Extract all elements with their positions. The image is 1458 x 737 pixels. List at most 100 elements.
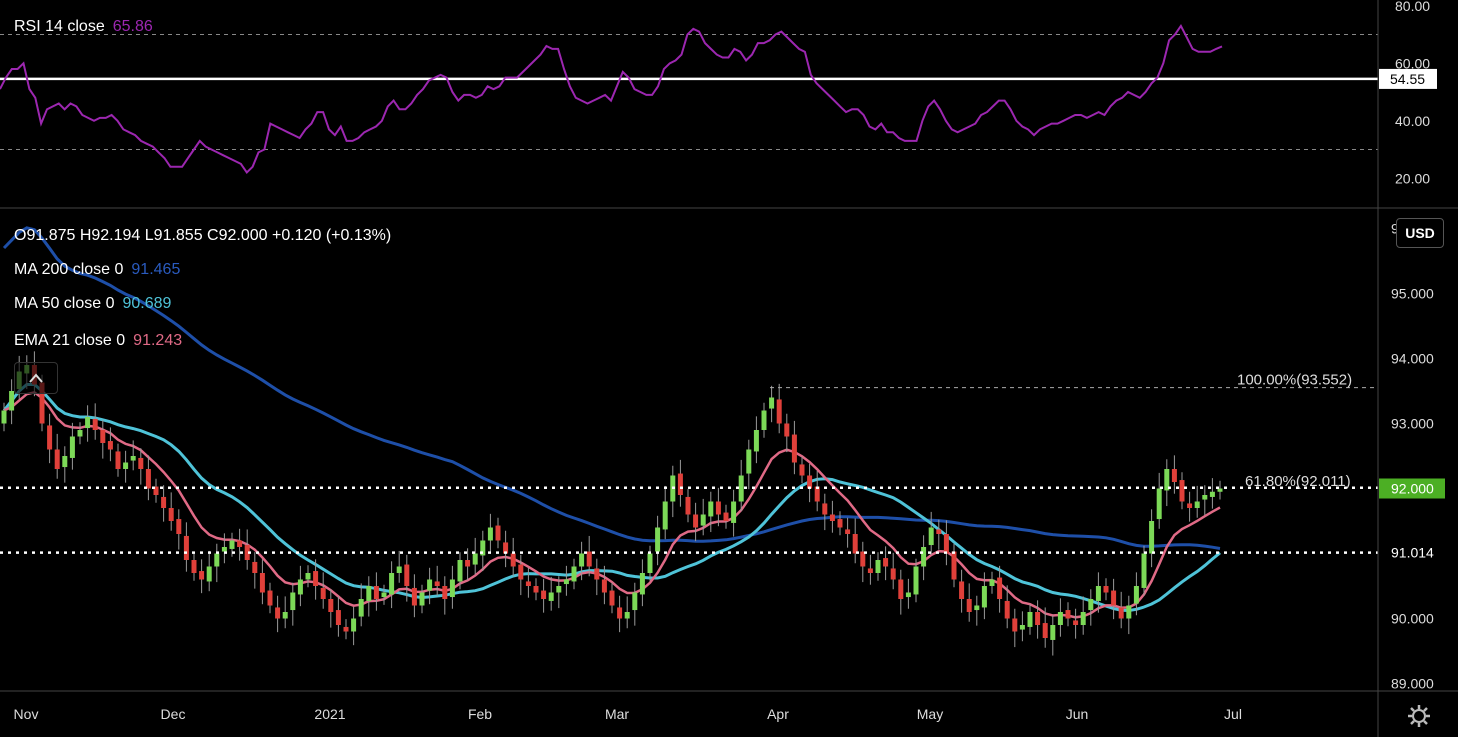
- candle-up: [700, 514, 706, 526]
- rsi-pane: [0, 23, 1458, 209]
- candle-down: [723, 512, 729, 521]
- ma200-legend[interactable]: MA 200 close 0 91.465: [14, 261, 180, 279]
- candle-up: [297, 579, 303, 595]
- ma200-legend-label: MA 200 close 0: [14, 261, 124, 278]
- price-tick-label: 94.000: [1391, 351, 1434, 367]
- candle-down: [518, 564, 524, 580]
- candle-down: [442, 586, 448, 599]
- candle-up: [1057, 612, 1063, 625]
- ma200-line: [2, 226, 1221, 550]
- candle-up: [655, 527, 661, 552]
- last-price-label: 92.000: [1391, 481, 1434, 497]
- candle-down: [183, 535, 189, 560]
- candle-down: [191, 560, 197, 573]
- ema21-legend-value: 91.243: [133, 332, 183, 349]
- candle-down: [1179, 480, 1185, 502]
- price-axis[interactable]: 80.00 60.00 40.00 20.00 54.55 89.000 90.000 91.…: [1377, 0, 1445, 737]
- candle-down: [244, 545, 250, 560]
- candle-down: [161, 496, 167, 508]
- candle-up: [921, 547, 927, 567]
- candle-up: [1141, 553, 1147, 588]
- candle-up: [290, 592, 296, 611]
- ma200-legend-value: 91.465: [131, 261, 181, 278]
- candle-up: [928, 527, 934, 546]
- ema21-line: [3, 390, 1221, 619]
- candle-down: [601, 579, 607, 593]
- candle-down: [252, 561, 258, 573]
- candle-down: [807, 475, 813, 489]
- ma50-legend-label: MA 50 close 0: [14, 295, 115, 312]
- candle-down: [586, 551, 592, 567]
- candle-up: [974, 605, 980, 611]
- candle-up: [548, 592, 554, 601]
- candle-down: [1012, 618, 1018, 632]
- candle-up: [389, 573, 395, 595]
- candle-up: [1164, 469, 1170, 491]
- rsi-level-badge: [1379, 68, 1437, 89]
- candle-up: [579, 553, 585, 567]
- candle-up: [381, 592, 387, 598]
- candle-down: [1073, 620, 1079, 625]
- ema21-legend[interactable]: EMA 21 close 0 91.243: [14, 332, 182, 350]
- time-tick-label: Mar: [605, 706, 629, 722]
- price-tick-label: 95.000: [1391, 286, 1434, 302]
- candle-up: [358, 599, 364, 617]
- candle-down: [259, 573, 265, 593]
- candle-down: [525, 581, 531, 586]
- candle-down: [168, 508, 174, 521]
- candle-up: [1019, 625, 1025, 630]
- candle-up: [563, 579, 569, 585]
- candle-up: [1050, 625, 1056, 640]
- candle-down: [685, 496, 691, 515]
- candle-up: [913, 566, 919, 595]
- candle-down: [1004, 600, 1010, 619]
- candle-up: [123, 462, 129, 469]
- rsi-tick-label: 40.00: [1395, 113, 1430, 129]
- candle-down: [343, 626, 349, 632]
- candle-down: [313, 571, 319, 586]
- candle-up: [366, 586, 372, 601]
- candle-down: [47, 425, 53, 450]
- candle-down: [617, 607, 623, 619]
- candle-down: [609, 590, 615, 606]
- candle-up: [1126, 605, 1132, 619]
- time-axis[interactable]: Nov Dec 2021 Feb Mar Apr May Jun Jul: [0, 690, 1458, 722]
- candle-down: [715, 501, 721, 515]
- candle-down: [335, 610, 341, 625]
- candle-up: [1095, 586, 1101, 601]
- candle-down: [791, 434, 797, 463]
- ohlc-legend: O91.875 H92.194 L91.855 C92.000 +0.120 (…: [14, 227, 391, 245]
- candle-up: [427, 579, 433, 591]
- time-tick-label: Nov: [14, 706, 39, 722]
- candle-up: [989, 579, 995, 586]
- rsi-tick-label: 80.00: [1395, 0, 1430, 14]
- candle-down: [199, 571, 205, 580]
- candle-up: [624, 612, 630, 619]
- currency-badge[interactable]: USD: [1396, 218, 1444, 248]
- candle-down: [860, 551, 866, 567]
- time-tick-label: Feb: [468, 706, 492, 722]
- candle-down: [404, 564, 410, 586]
- candle-up: [1209, 491, 1215, 497]
- time-tick-label: Dec: [161, 706, 186, 722]
- ma50-legend[interactable]: MA 50 close 0 90.689: [14, 295, 171, 313]
- candle-down: [799, 464, 805, 476]
- candle-up: [1088, 599, 1094, 611]
- candle-down: [100, 430, 106, 443]
- candle-up: [981, 586, 987, 608]
- collapse-legend-button[interactable]: [14, 362, 58, 394]
- candle-up: [396, 566, 402, 573]
- candle-down: [267, 590, 273, 606]
- candle-down: [966, 599, 972, 612]
- ma50-legend-value: 90.689: [122, 295, 172, 312]
- candle-up: [875, 560, 881, 573]
- gear-icon[interactable]: [1406, 703, 1432, 729]
- candle-up: [662, 501, 668, 530]
- price-tick-label: 93.000: [1391, 416, 1434, 432]
- candle-down: [814, 486, 820, 502]
- candle-down: [1042, 623, 1048, 638]
- candle-down: [890, 568, 896, 580]
- level-91014-label: 91.014: [1391, 545, 1434, 561]
- rsi-legend[interactable]: RSI 14 close 65.86: [14, 18, 153, 36]
